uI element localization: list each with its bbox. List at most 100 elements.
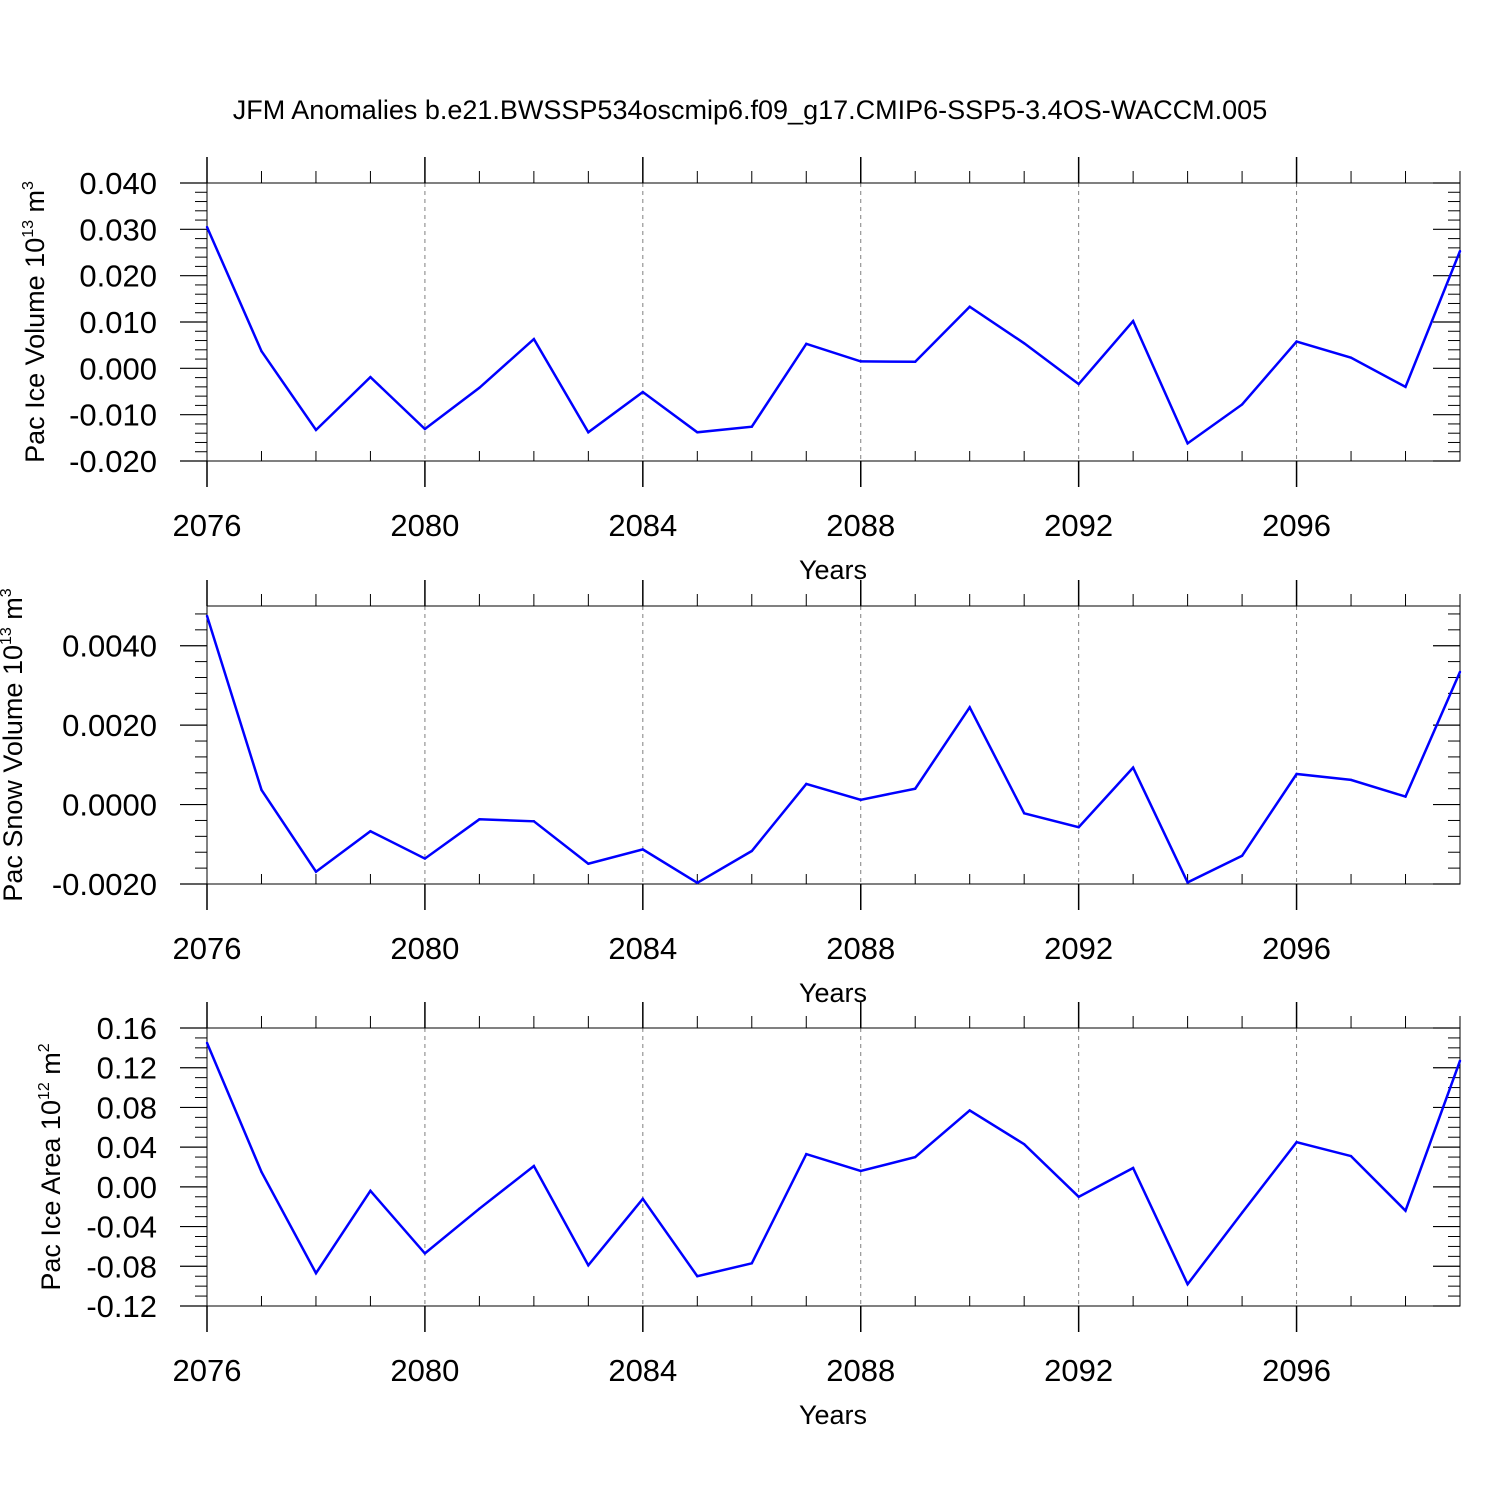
data-point: [1295, 772, 1298, 776]
x-tick-label: 2096: [1262, 1353, 1331, 1388]
data-point: [478, 386, 481, 389]
x-tick-label: 2084: [608, 931, 677, 966]
data-point: [314, 428, 318, 432]
data-point: [1022, 342, 1026, 345]
y-tick-label: 0.00: [97, 1170, 157, 1205]
y-tick-label: -0.04: [86, 1210, 157, 1245]
y-axis-label-exp: 13: [0, 627, 15, 645]
y-tick-label: 0.0040: [62, 629, 157, 664]
data-point: [587, 862, 590, 865]
data-point: [968, 305, 971, 308]
data-point: [696, 431, 699, 434]
x-tick-label: 2092: [1044, 508, 1113, 543]
data-point: [205, 1041, 209, 1045]
data-point: [805, 1152, 808, 1156]
data-point: [205, 614, 209, 618]
plot-frame: [206, 605, 1461, 885]
y-axis-label-unit: m: [0, 597, 28, 627]
data-point: [1295, 340, 1298, 343]
y-tick-label: -0.020: [69, 444, 157, 479]
data-point: [423, 427, 427, 431]
data-point: [750, 849, 753, 853]
y-tick-label: 0.16: [97, 1011, 157, 1046]
y-axis-label: Pac Ice Volume 1013 m3: [20, 181, 50, 463]
y-tick-label: 0.12: [97, 1051, 157, 1086]
plot-frame: [206, 1027, 1461, 1307]
data-point: [1349, 778, 1353, 782]
data-point: [1022, 1142, 1026, 1146]
chart-panel-3: 2076 2080 2084 2088 2092 2096 0.16 0.12 0.08 0.04…: [36, 1002, 1462, 1430]
y-tick-label: 0.010: [79, 305, 157, 340]
y-axis-label: Pac Snow Volume 1013 m3: [0, 588, 28, 901]
data-point: [968, 1109, 971, 1112]
y-tick-label: 0.0000: [62, 788, 157, 823]
y-axis-label-prefix: Pac Snow Volume 10: [0, 645, 28, 902]
data-point: [1349, 1154, 1353, 1158]
series-line: [205, 1042, 1462, 1287]
x-tick-label: 2080: [390, 1353, 459, 1388]
y-tick-label: 0.08: [97, 1090, 157, 1125]
data-point: [1458, 670, 1462, 674]
data-point: [1404, 1209, 1407, 1212]
data-point: [587, 431, 590, 434]
data-point: [369, 829, 372, 833]
y-axis-label-unit-exp: 2: [36, 1043, 53, 1052]
y-tick-label: 0.000: [79, 351, 157, 386]
data-point: [1186, 442, 1189, 445]
data-point: [914, 787, 917, 790]
data-point: [968, 706, 971, 709]
y-tick-label: 0.040: [79, 166, 157, 201]
data-point: [1186, 881, 1189, 884]
y-axis-label-prefix: Pac Ice Volume 10: [20, 238, 50, 463]
data-point: [1131, 319, 1135, 323]
data-point: [1077, 382, 1080, 386]
x-tick-label: 2076: [173, 508, 242, 543]
series-line: [205, 615, 1462, 885]
data-point: [1131, 1166, 1135, 1170]
data-point: [750, 1262, 753, 1265]
x-tick-label: 2088: [826, 1353, 895, 1388]
y-tick-label: -0.010: [69, 398, 157, 433]
x-tick-label: 2080: [390, 931, 459, 966]
data-point: [1295, 1140, 1298, 1144]
data-point: [205, 225, 209, 229]
y-tick-label: 0.030: [79, 212, 157, 247]
data-point: [478, 1207, 481, 1210]
data-point: [641, 390, 645, 394]
data-point: [423, 1252, 427, 1255]
y-tick-label: 0.04: [97, 1130, 157, 1165]
data-point: [1349, 356, 1353, 359]
y-tick-label: 0.020: [79, 259, 157, 294]
y-axis-label-exp: 13: [20, 220, 37, 238]
data-point: [532, 1164, 536, 1168]
data-point: [914, 360, 917, 364]
data-point: [423, 857, 427, 860]
x-tick-label: 2088: [826, 931, 895, 966]
data-point: [1458, 249, 1462, 253]
data-point: [478, 818, 481, 821]
chart-panel-1: 2076 2080 2084 2088 2092 2096 0.040 0.030 0.020 0…: [20, 157, 1462, 585]
y-tick-label: 0.0020: [62, 708, 157, 743]
x-tick-label: 2092: [1044, 931, 1113, 966]
data-point: [805, 782, 808, 786]
data-point: [1186, 1282, 1189, 1286]
data-point: [260, 349, 263, 353]
x-axis-label: Years: [799, 555, 867, 585]
x-axis-label: Years: [799, 978, 867, 1008]
data-point: [369, 1189, 372, 1193]
y-axis-label-unit: m: [20, 190, 50, 220]
data-point: [859, 360, 862, 363]
data-point: [641, 848, 645, 851]
data-point: [1240, 403, 1244, 406]
x-tick-label: 2080: [390, 508, 459, 543]
data-point: [260, 788, 263, 792]
data-point: [1022, 812, 1026, 815]
data-point: [1404, 795, 1407, 798]
y-tick-label: -0.12: [86, 1289, 157, 1324]
data-point: [641, 1197, 645, 1200]
data-point: [314, 1272, 318, 1275]
y-axis-label-prefix: Pac Ice Area 10: [36, 1100, 66, 1291]
y-axis-label-unit-exp: 3: [20, 181, 37, 190]
data-point: [859, 798, 862, 802]
